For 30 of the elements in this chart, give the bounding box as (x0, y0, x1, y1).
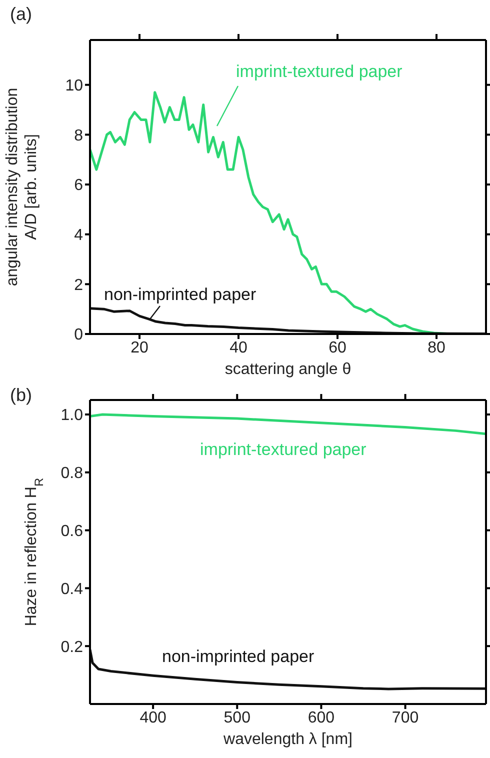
x-tick-label: 40 (230, 339, 248, 356)
x-tick-label: 60 (328, 339, 346, 356)
x-tick-label: 700 (392, 709, 419, 726)
y-tick-label: 10 (65, 78, 84, 95)
chart-title: (a) (10, 4, 32, 25)
text: imprint-textured paper (236, 62, 402, 82)
y-tick-label: 2 (74, 276, 84, 294)
y-tick-label: 0.4 (60, 580, 84, 598)
x-tick-label: 20 (130, 339, 148, 356)
x-axis-title: wavelength λ [nm] (222, 731, 352, 748)
y-tick-label: 0.8 (60, 465, 84, 482)
x-axis-title: scattering angle θ (224, 361, 352, 378)
y-tick-label: 6 (74, 177, 84, 194)
y-tick-label: 1.0 (60, 407, 84, 424)
x-tick-label: 80 (428, 339, 446, 356)
y-axis-title: angular intensity distribution A/D [arb. units] (4, 88, 40, 286)
x-tick-label: 600 (308, 709, 335, 726)
x-tick-label: 500 (224, 709, 251, 726)
series-label: non-imprinted paper (104, 285, 256, 305)
y-tick-label: 0 (74, 326, 84, 344)
line-series (90, 413, 486, 436)
series-label: imprint-textured paper (200, 440, 366, 460)
series-label: non-imprinted paper (162, 647, 314, 667)
y-tick-label: 4 (74, 227, 84, 244)
y-tick-label: 0.6 (60, 522, 84, 540)
chart-title: (b) (10, 385, 32, 406)
y-tick-label: 0.2 (60, 638, 84, 656)
y-tick-label: 8 (74, 127, 84, 144)
line-series (90, 648, 486, 690)
x-tick-label: 400 (140, 709, 167, 726)
